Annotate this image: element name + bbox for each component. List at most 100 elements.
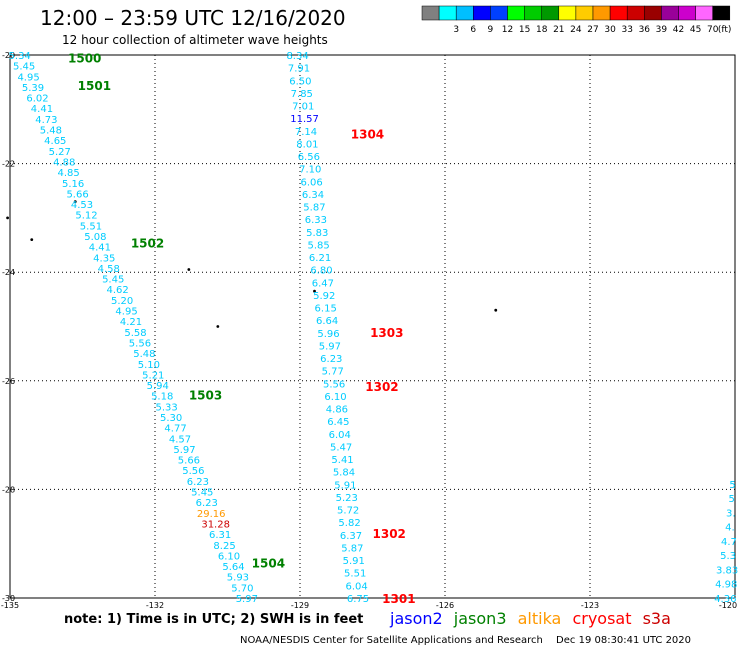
lon-tick-label: -123 — [581, 601, 599, 610]
wave-height-value: 4.35 — [93, 253, 115, 264]
wave-height-value: 5.47 — [330, 442, 352, 453]
wave-height-value: 5.87 — [303, 203, 325, 214]
color-scale-label: 70 — [707, 25, 719, 35]
wave-height-value: 5 — [728, 494, 734, 505]
legend-cryosat: cryosat — [572, 609, 632, 628]
wave-height-value: 6.80 — [310, 266, 332, 277]
lon-tick-label: -126 — [436, 601, 454, 610]
color-swatch — [712, 5, 731, 21]
wave-height-value: 29.16 — [197, 509, 226, 520]
wave-height-value: 6.23 — [320, 354, 342, 365]
credit-timestamp: Dec 19 08:30:41 UTC 2020 — [556, 635, 692, 646]
wave-height-value: 5.33 — [156, 402, 178, 413]
lat-tick-label: -20 — [2, 51, 15, 60]
wave-height-value: 8.01 — [296, 139, 318, 150]
wave-height-value: 6.15 — [315, 304, 337, 315]
wave-height-value: 5.64 — [222, 562, 244, 573]
wave-height-value: 4. — [725, 523, 735, 534]
satellite-legend: jason2 jason3 altika cryosat s3a — [390, 609, 677, 628]
wave-height-value: 6.21 — [309, 253, 331, 264]
legend-altika: altika — [517, 609, 562, 628]
lon-tick-label: -129 — [291, 601, 309, 610]
wave-height-value: 5.21 — [142, 370, 164, 381]
lat-tick-label: -24 — [2, 268, 15, 277]
wave-height-value: 5.34 — [9, 51, 31, 62]
wave-height-value: 3. — [726, 508, 736, 519]
color-scale-label: 6 — [470, 25, 476, 35]
wave-height-value: 5.70 — [231, 583, 253, 594]
wave-height-value: 6.50 — [289, 76, 311, 87]
wave-height-value: 4.86 — [326, 405, 348, 416]
pass-number-label: 1503 — [189, 388, 222, 402]
lat-tick-label: -26 — [2, 377, 15, 386]
wave-height-value: 6.23 — [196, 498, 218, 509]
wave-height-value: 5.66 — [178, 456, 200, 467]
wave-height-value: 5.39 — [22, 83, 44, 94]
wave-height-value: 5.84 — [333, 468, 355, 479]
credit-text: NOAA/NESDIS Center for Satellite Applica… — [240, 635, 543, 646]
wave-height-value: 5.16 — [62, 179, 84, 190]
wave-height-value: 4.41 — [89, 243, 111, 254]
wave-height-value: 5.08 — [84, 232, 106, 243]
page-title: 12:00 – 23:59 UTC 12/16/2020 — [40, 6, 346, 30]
island-dot — [494, 308, 498, 312]
island-dot — [313, 289, 316, 293]
color-scale-label: 36 — [639, 25, 651, 35]
wave-height-value: 8.34 — [286, 51, 308, 62]
wave-height-value: 5.41 — [331, 455, 353, 466]
wave-height-value: 5.48 — [40, 126, 62, 137]
pass-number-label: 1501 — [78, 79, 111, 93]
wave-height-value: 4.95 — [17, 72, 39, 83]
wave-height-value: 4.7 — [721, 537, 737, 548]
wave-height-value: 5.10 — [138, 360, 160, 371]
wave-height-value: 5.51 — [80, 221, 102, 232]
wave-height-value: 5.92 — [313, 291, 335, 302]
map-frame — [9, 54, 736, 599]
wave-height-value: 5.96 — [317, 329, 339, 340]
wave-height-map: -135 -132 -129 -126 -123 -120 -20 -22 -24 -26 -28 -… — [1, 51, 738, 610]
color-scale-label: 42 — [673, 25, 684, 35]
pass-number-label: 1303 — [370, 326, 403, 340]
wave-height-value: 6.75 — [347, 594, 369, 605]
wave-height-value: 7.10 — [299, 165, 321, 176]
wave-height-value: 6.10 — [324, 392, 346, 403]
wave-height-value: 5.48 — [133, 349, 155, 360]
wave-height-value: 6.37 — [340, 531, 362, 542]
wave-height-value: 5.56 — [129, 338, 151, 349]
legend-note: note: 1) Time is in UTC; 2) SWH is in fe… — [64, 612, 364, 627]
color-scale-label: 15 — [519, 25, 530, 35]
wave-height-value: 5.85 — [308, 240, 330, 251]
pass-number-label: 1504 — [252, 557, 285, 571]
wave-height-value: 6.64 — [316, 316, 338, 327]
wave-height-value: 6.02 — [26, 94, 48, 105]
wave-height-value: 4.57 — [169, 434, 191, 445]
wave-height-value: 5 — [729, 480, 735, 491]
wave-height-value: 4.85 — [58, 168, 80, 179]
wave-height-value: 7.85 — [291, 89, 313, 100]
wave-height-value: 5.30 — [160, 413, 182, 424]
wave-height-value: 6.31 — [209, 530, 231, 541]
wave-height-value: 3.83 — [716, 565, 738, 576]
wave-height-value: 6.47 — [312, 278, 334, 289]
wave-height-value: 5.58 — [124, 328, 146, 339]
color-scale-legend: 3 6 9 12 15 18 21 24 27 30 33 36 39 42 45 70 (ft) — [421, 5, 731, 35]
lat-tick-label: -28 — [2, 485, 15, 494]
pass-number-label: 1301 — [382, 592, 415, 606]
wave-height-value: 4.58 — [98, 264, 120, 275]
lon-tick-label: -132 — [146, 601, 164, 610]
legend-jason3: jason3 — [453, 609, 507, 628]
wave-height-value: 7.14 — [295, 127, 317, 138]
island-dot — [216, 325, 220, 328]
wave-height-value: 5.3 — [720, 551, 736, 562]
legend-s3a: s3a — [642, 609, 671, 628]
wave-height-value: 4.21 — [120, 317, 142, 328]
wave-height-value: 5.12 — [75, 211, 97, 222]
lon-tick-label: -120 — [719, 601, 737, 610]
wave-height-value: 5.82 — [338, 518, 360, 529]
color-scale-label: 12 — [502, 25, 513, 35]
wave-height-value: 5.97 — [319, 341, 341, 352]
wave-height-value: 4.53 — [71, 200, 93, 211]
wave-height-value: 5.27 — [49, 147, 71, 158]
legend-jason2: jason2 — [390, 609, 443, 628]
wave-height-value: 5.45 — [13, 62, 35, 73]
